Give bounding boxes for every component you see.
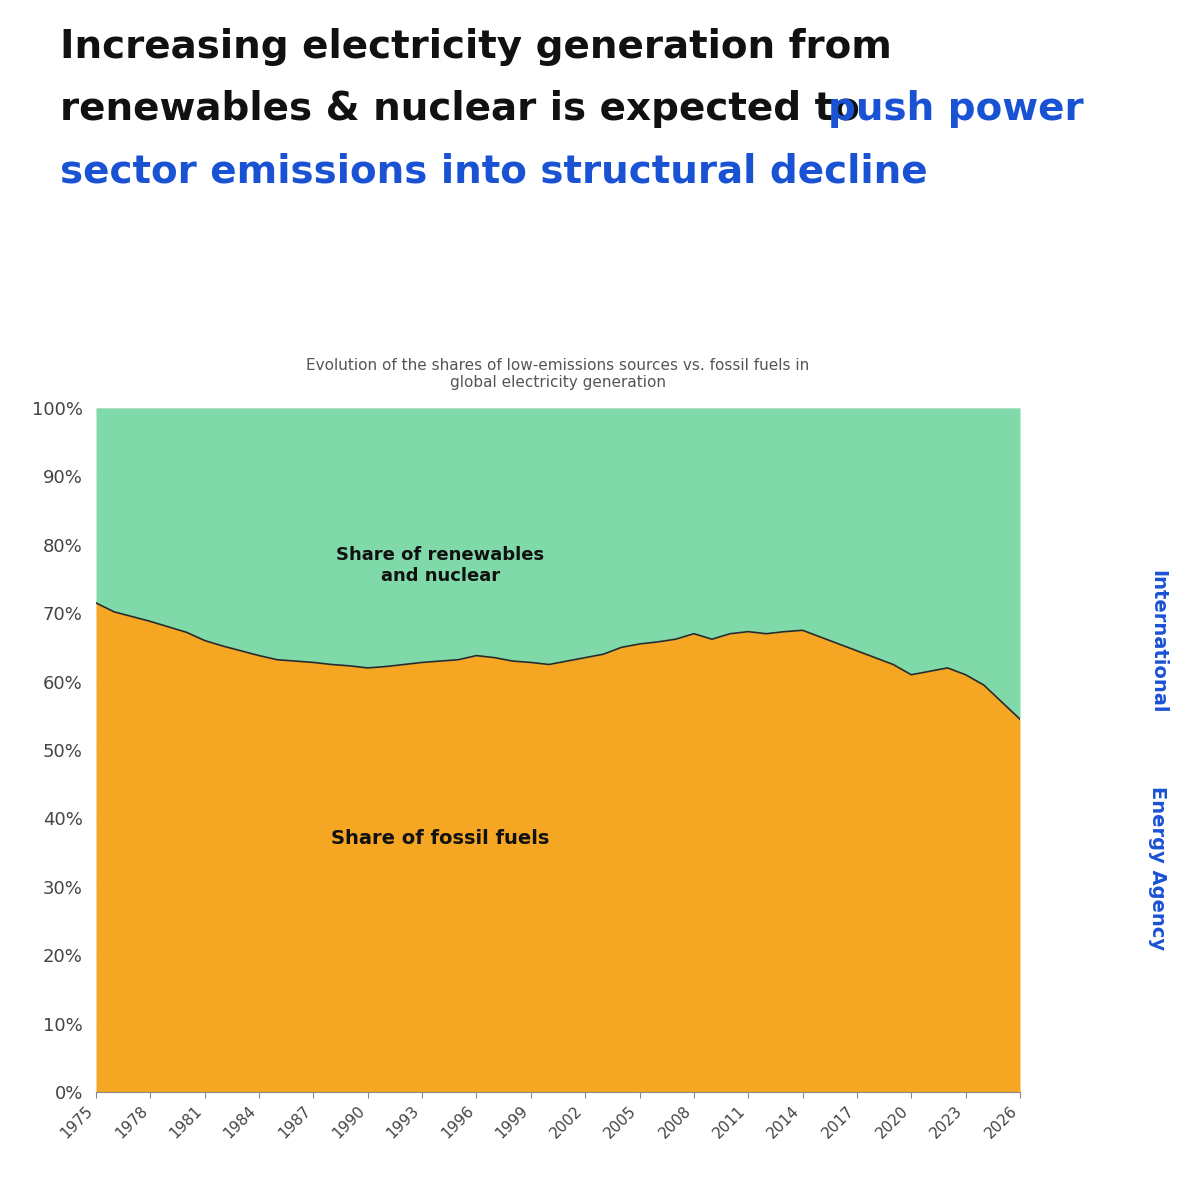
Text: push power: push power [828, 90, 1084, 128]
Text: Energy Agency: Energy Agency [1148, 786, 1168, 950]
Text: sector emissions into structural decline: sector emissions into structural decline [60, 152, 928, 191]
Text: International: International [1148, 570, 1168, 714]
Text: Increasing electricity generation from: Increasing electricity generation from [60, 28, 892, 66]
Text: renewables & nuclear is expected to: renewables & nuclear is expected to [60, 90, 874, 128]
Text: Share of renewables
and nuclear: Share of renewables and nuclear [336, 546, 545, 584]
Text: Evolution of the shares of low-emissions sources vs. fossil fuels in
global elec: Evolution of the shares of low-emissions… [306, 358, 810, 390]
Text: Share of fossil fuels: Share of fossil fuels [331, 829, 550, 848]
